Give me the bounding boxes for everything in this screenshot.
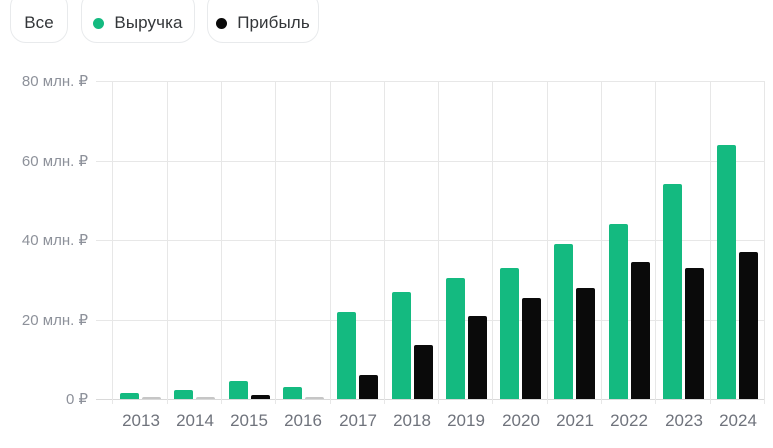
x-axis-label-2014: 2014 <box>176 411 214 430</box>
gridline-x-12 <box>764 81 765 404</box>
profit-bar-2024[interactable] <box>739 252 758 399</box>
y-axis-label-40: 40 млн. ₽ <box>21 232 88 249</box>
y-axis-label-60: 60 млн. ₽ <box>21 153 88 170</box>
x-axis-label-2022: 2022 <box>610 411 648 430</box>
gridline-x-3 <box>275 81 276 404</box>
y-axis-label-20: 20 млн. ₽ <box>21 312 88 329</box>
x-axis-label-2023: 2023 <box>665 411 703 430</box>
x-axis-label-2015: 2015 <box>230 411 268 430</box>
x-axis-label-2021: 2021 <box>556 411 594 430</box>
x-axis-label-2020: 2020 <box>502 411 540 430</box>
gridline-x-7 <box>492 81 493 404</box>
revenue-bar-2021[interactable] <box>554 244 573 399</box>
gridline-x-4 <box>330 81 331 404</box>
gridline-y-20 <box>96 320 765 321</box>
legend-profit-toggle[interactable]: Прибыль <box>207 0 319 43</box>
y-axis-label-80: 80 млн. ₽ <box>21 73 88 90</box>
profit-bar-2020[interactable] <box>522 298 541 399</box>
gridline-y-40 <box>96 240 765 241</box>
revenue-bar-2015[interactable] <box>229 381 248 399</box>
x-axis-label-2016: 2016 <box>284 411 322 430</box>
x-axis-label-2019: 2019 <box>447 411 485 430</box>
revenue-bar-2023[interactable] <box>663 184 682 399</box>
revenue-bar-2018[interactable] <box>392 292 411 399</box>
revenue-dot-icon <box>93 17 105 29</box>
x-axis-label-2018: 2018 <box>393 411 431 430</box>
gridline-x-8 <box>547 81 548 404</box>
x-axis-label-2013: 2013 <box>122 411 160 430</box>
revenue-bar-2013[interactable] <box>120 393 139 399</box>
filter-all-label: Все <box>24 13 54 32</box>
revenue-bar-2022[interactable] <box>609 224 628 399</box>
profit-bar-2022[interactable] <box>631 262 650 399</box>
revenue-bar-2016[interactable] <box>283 387 302 399</box>
profit-bar-2015[interactable] <box>251 395 270 399</box>
revenue-bar-2024[interactable] <box>717 145 736 399</box>
gridline-x-5 <box>384 81 385 404</box>
x-axis-label-2017: 2017 <box>339 411 377 430</box>
legend-profit-label: Прибыль <box>237 13 310 32</box>
x-axis-label-2024: 2024 <box>719 411 757 430</box>
filter-all-button[interactable]: Все <box>10 0 68 43</box>
profit-bar-2019[interactable] <box>468 316 487 399</box>
gridline-x-2 <box>221 81 222 404</box>
profit-dot-icon <box>216 17 228 29</box>
profit-bar-2017[interactable] <box>359 375 378 399</box>
gridline-y-0 <box>96 399 765 400</box>
revenue-bar-2014[interactable] <box>174 390 193 399</box>
gridline-x-9 <box>601 81 602 404</box>
gridline-x-6 <box>438 81 439 404</box>
gridline-x-0 <box>112 81 113 404</box>
revenue-bar-2017[interactable] <box>337 312 356 399</box>
legend-revenue-label: Выручка <box>114 13 183 32</box>
legend-revenue-toggle[interactable]: Выручка <box>81 0 195 43</box>
profit-bar-2021[interactable] <box>576 288 595 399</box>
revenue-bar-2020[interactable] <box>500 268 519 399</box>
y-axis-label-0: 0 ₽ <box>65 391 88 408</box>
gridline-x-1 <box>167 81 168 404</box>
gridline-x-10 <box>655 81 656 404</box>
gridline-y-60 <box>96 161 765 162</box>
revenue-bar-2019[interactable] <box>446 278 465 399</box>
profit-bar-2016[interactable] <box>305 397 324 399</box>
profit-bar-2014[interactable] <box>196 397 215 399</box>
gridline-y-80 <box>96 81 765 82</box>
profit-bar-2023[interactable] <box>685 268 704 399</box>
gridline-x-11 <box>710 81 711 404</box>
profit-bar-2013[interactable] <box>142 397 161 399</box>
profit-bar-2018[interactable] <box>414 345 433 399</box>
